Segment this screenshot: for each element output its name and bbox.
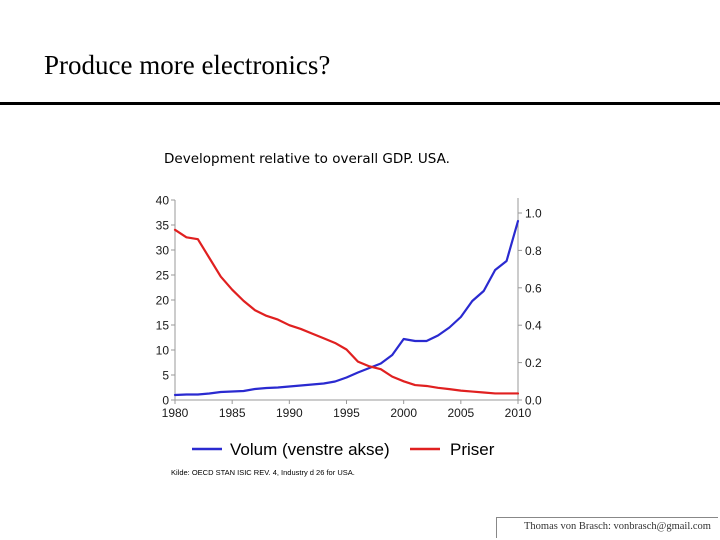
left-tick-label: 0	[162, 394, 169, 408]
x-tick-label: 1995	[333, 406, 360, 420]
left-tick-label: 5	[162, 369, 169, 383]
chart-title: Development relative to overall GDP. USA…	[164, 151, 450, 167]
left-tick-label: 10	[156, 344, 170, 358]
x-tick-label: 1980	[162, 406, 189, 420]
slide-title: Produce more electronics?	[44, 50, 331, 80]
x-tick-label: 2010	[505, 406, 532, 420]
footer-credit: Thomas von Brasch: vonbrasch@gmail.com	[524, 521, 711, 532]
left-tick-label: 25	[156, 269, 170, 283]
x-tick-label: 2005	[447, 406, 474, 420]
left-tick-label: 20	[156, 294, 170, 308]
right-tick-label: 0.0	[525, 394, 542, 408]
right-tick-label: 1.0	[525, 207, 542, 221]
series-line-volum	[173, 219, 520, 397]
title-divider	[0, 102, 720, 105]
left-tick-label: 15	[156, 319, 170, 333]
source-note: Kilde: OECD STAN ISIC REV. 4, Industry d…	[171, 468, 355, 477]
chart: 0 5 10 15 20 25 30 35 40 0.0 0.2 0.4 0.6 0.8 1.0 1980…	[156, 194, 542, 460]
left-tick-label: 40	[156, 194, 170, 208]
right-tick-label: 0.4	[525, 319, 542, 333]
left-tick-label: 35	[156, 219, 170, 233]
x-tick-label: 1990	[276, 406, 303, 420]
right-tick-label: 0.6	[525, 281, 542, 295]
series-line-priser	[173, 228, 520, 395]
footer-box	[496, 517, 718, 538]
right-tick-label: 0.2	[525, 356, 542, 370]
x-tick-label: 1985	[219, 406, 246, 420]
left-tick-label: 30	[156, 244, 170, 258]
right-tick-label: 0.8	[525, 244, 542, 258]
legend-label-priser: Priser	[450, 440, 495, 459]
legend-label-volum: Volum (venstre akse)	[230, 440, 390, 459]
x-tick-label: 2000	[390, 406, 417, 420]
